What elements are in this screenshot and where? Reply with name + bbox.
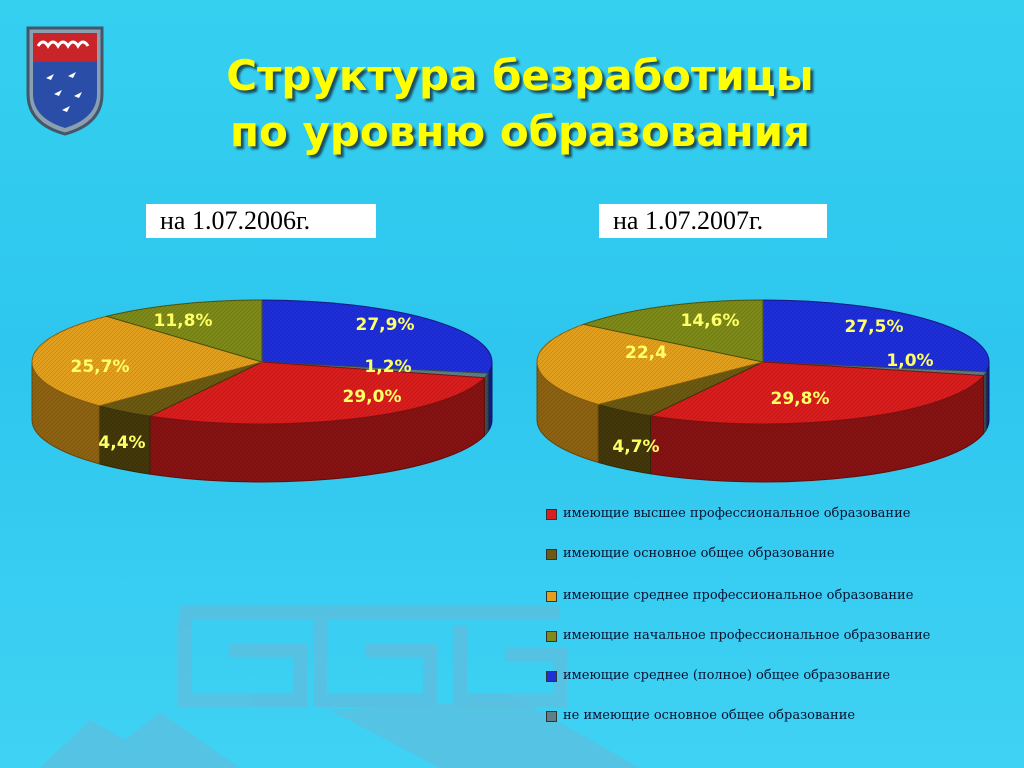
pie-chart-0: 27,9% 1,2% 29,0% 4,4% 25,7% 11,8% bbox=[31, 299, 493, 483]
legend-swatch bbox=[546, 509, 557, 520]
legend-label: не имеющие основное общее образование bbox=[563, 708, 856, 723]
chart-title-2007: на 1.07.2007г. bbox=[599, 204, 827, 238]
legend-swatch bbox=[546, 711, 557, 722]
legend-label: имеющие высшее профессиональное образова… bbox=[563, 506, 911, 521]
data-label-basic_general: 4,4% bbox=[98, 433, 145, 453]
data-label-no_basic_general: 1,0% bbox=[886, 351, 933, 371]
legend-swatch bbox=[546, 549, 557, 560]
legend-swatch bbox=[546, 591, 557, 602]
data-label-primary_prof: 11,8% bbox=[154, 311, 213, 331]
legend-swatch bbox=[546, 631, 557, 642]
data-label-higher_prof: 29,8% bbox=[771, 389, 830, 409]
chart-title-2006: на 1.07.2006г. bbox=[146, 204, 376, 238]
pie-chart-1: 27,5% 1,0% 29,8% 4,7% 22,4 14,6% bbox=[536, 299, 990, 483]
legend-label: имеющие среднее (полное) общее образован… bbox=[563, 668, 891, 683]
title-line-1: Структура безработицы bbox=[226, 51, 814, 100]
data-label-secondary_prof: 22,4 bbox=[625, 343, 667, 363]
title-line-2: по уровню образования bbox=[229, 107, 811, 156]
data-label-primary_prof: 14,6% bbox=[681, 311, 740, 331]
legend-label: имеющие начальное профессиональное образ… bbox=[563, 628, 931, 643]
data-label-basic_general: 4,7% bbox=[612, 437, 659, 457]
legend-swatch bbox=[546, 671, 557, 682]
data-label-full_secondary_general: 27,9% bbox=[356, 315, 415, 335]
data-label-secondary_prof: 25,7% bbox=[71, 357, 130, 377]
page-title: Структура безработицы по уровню образова… bbox=[150, 48, 890, 160]
city-emblem bbox=[26, 26, 104, 136]
legend-label: имеющие основное общее образование bbox=[563, 546, 835, 561]
data-label-no_basic_general: 1,2% bbox=[364, 357, 411, 377]
data-label-higher_prof: 29,0% bbox=[343, 387, 402, 407]
data-label-full_secondary_general: 27,5% bbox=[845, 317, 904, 337]
legend-label: имеющие среднее профессиональное образов… bbox=[563, 588, 914, 603]
